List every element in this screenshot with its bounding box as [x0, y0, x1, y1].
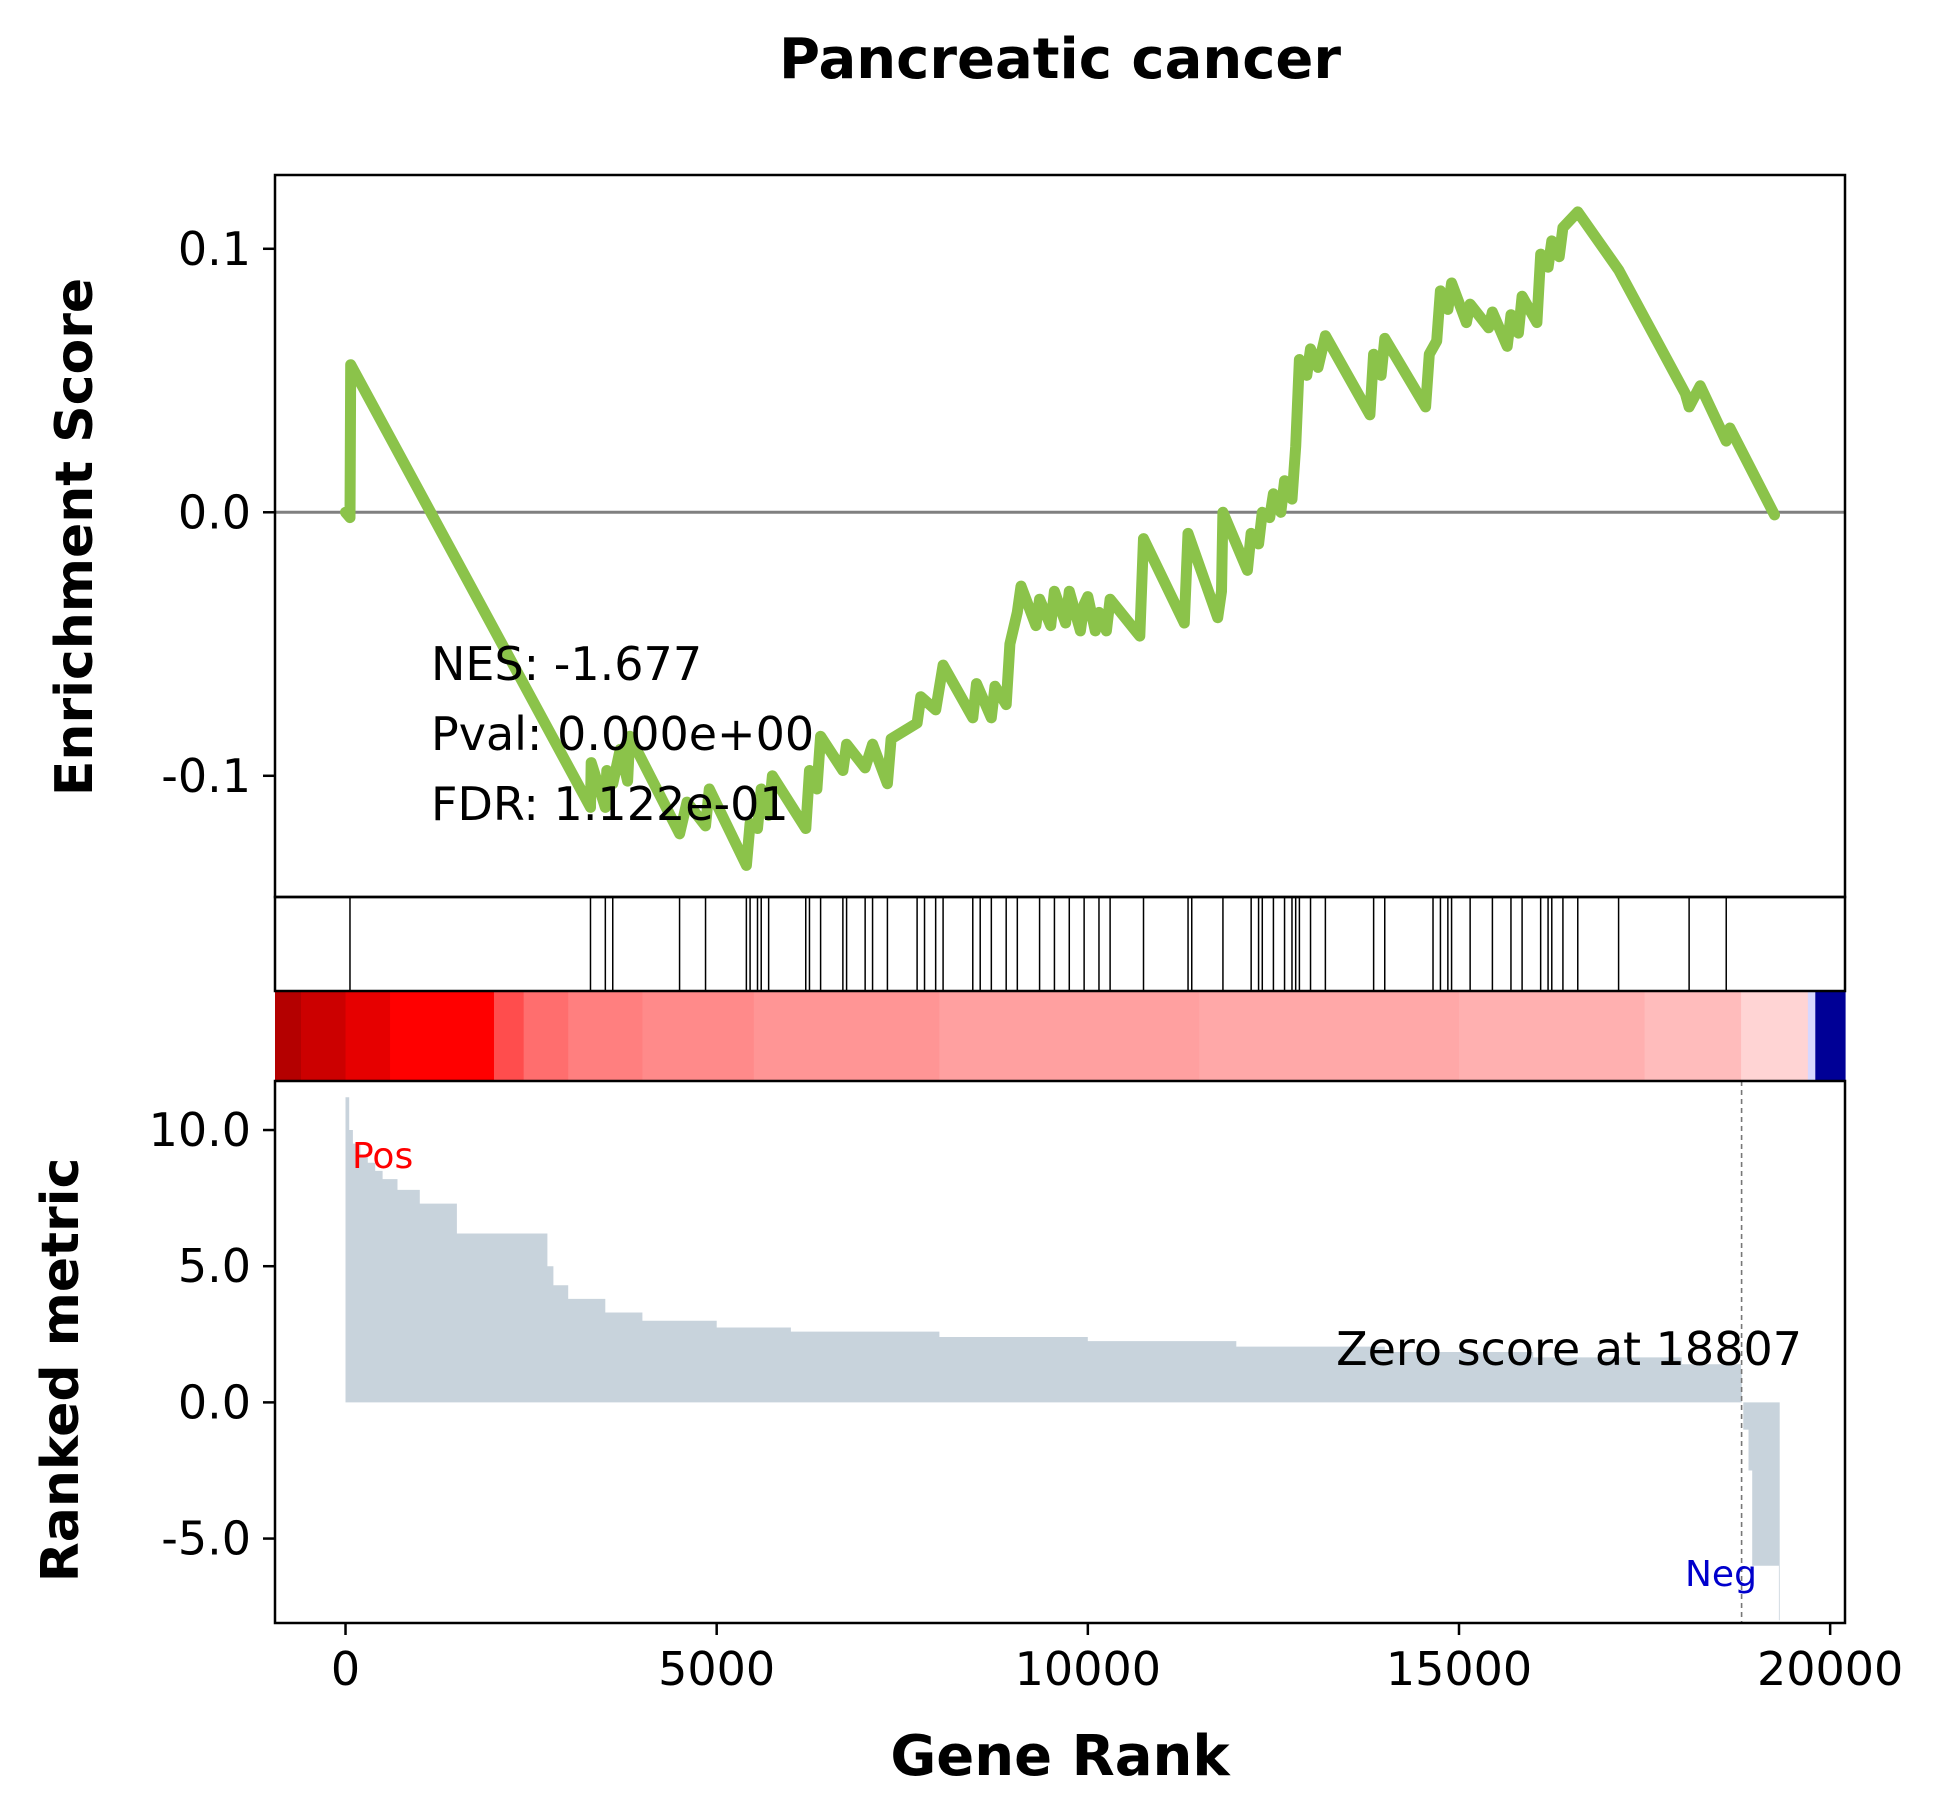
- es-y-axis-label: Enrichment Score: [45, 278, 105, 796]
- x-axis-ticks: 0 5000 10000 15000 20000: [331, 1623, 1903, 1696]
- es-y-ticks: 0.1 0.0 -0.1: [161, 222, 275, 803]
- chart-title: Pancreatic cancer: [779, 27, 1341, 92]
- heatbar-segment: [345, 991, 391, 1081]
- heatbar-segment: [1644, 991, 1742, 1081]
- enrichment-panel: 0.1 0.0 -0.1 NES: -1.677 Pval: 0.000e+00 F…: [45, 206, 1845, 871]
- pval-label: Pval: 0.000e+00: [431, 707, 814, 761]
- hits-panel-frame: [273, 895, 1847, 993]
- heatbar-segment: [300, 991, 347, 1081]
- es-y-tick-label: 0.1: [178, 222, 251, 276]
- rank-y-tick-label: 0.0: [178, 1375, 251, 1429]
- zero-score-label: Zero score at 18807: [1336, 1322, 1802, 1376]
- ranked-metric-panel: 10.0 5.0 0.0 -5.0 Pos Neg Zero score at 188…: [31, 1081, 1802, 1623]
- heatbar-segment: [1199, 991, 1460, 1081]
- fdr-label: FDR: 1.122e-01: [431, 777, 789, 831]
- x-tick-label: 0: [331, 1642, 360, 1696]
- ranked-metric-area: [345, 1097, 1780, 1621]
- x-tick-label: 10000: [1015, 1642, 1161, 1696]
- x-tick-label: 5000: [658, 1642, 775, 1696]
- heatbar-segment: [390, 991, 495, 1081]
- rank-y-tick-label: 5.0: [178, 1239, 251, 1293]
- heatbar-segment: [1807, 991, 1816, 1081]
- es-curve: [340, 206, 1780, 871]
- heatbar-segment: [939, 991, 1200, 1081]
- heatbar-segment: [753, 991, 940, 1081]
- heatbar-segment: [523, 991, 569, 1081]
- heatbar-segment: [493, 991, 525, 1081]
- nes-label: NES: -1.677: [431, 637, 702, 691]
- pos-label: Pos: [352, 1136, 413, 1177]
- es-y-tick-label: 0.0: [178, 485, 251, 539]
- neg-label: Neg: [1685, 1554, 1757, 1595]
- rank-y-ticks: 10.0 5.0 0.0 -5.0: [149, 1103, 275, 1566]
- heatbar-segment: [1741, 991, 1809, 1081]
- x-axis-label: Gene Rank: [890, 1724, 1231, 1789]
- es-y-tick-label: -0.1: [161, 749, 251, 803]
- heatbar-segment: [1815, 991, 1846, 1081]
- rank-y-tick-label: -5.0: [161, 1512, 251, 1566]
- heatbar-segment: [1458, 991, 1646, 1081]
- heatbar-segment: [642, 991, 755, 1081]
- rank-heatbar: [275, 991, 1846, 1081]
- hits-panel: [349, 897, 1727, 991]
- x-tick-label: 15000: [1386, 1642, 1532, 1696]
- x-tick-label: 20000: [1757, 1642, 1903, 1696]
- rank-y-axis-label: Ranked metric: [31, 1158, 91, 1583]
- heatbar-segment: [275, 991, 302, 1081]
- ranked-panel-frame: [273, 1079, 1847, 1625]
- rank-y-tick-label: 10.0: [149, 1103, 251, 1157]
- heatbar-segment: [568, 991, 644, 1081]
